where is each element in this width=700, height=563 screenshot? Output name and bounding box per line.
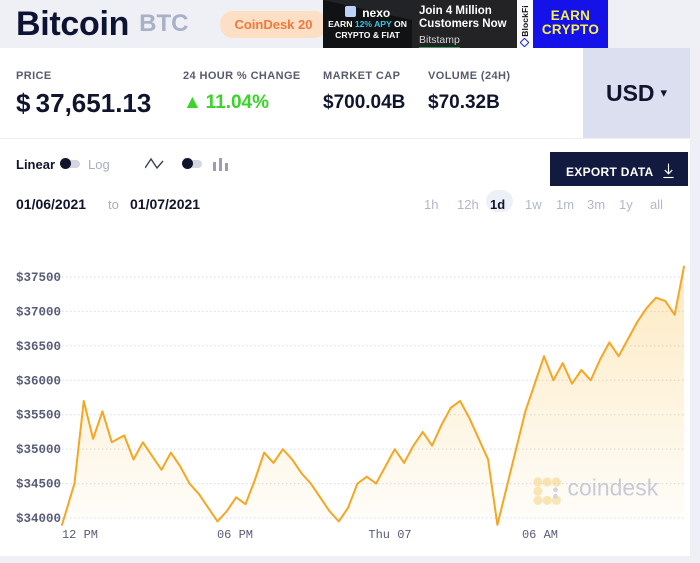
svg-text:$37500: $37500	[16, 271, 61, 285]
svg-text:Thu 07: Thu 07	[368, 528, 411, 542]
svg-text:$36000: $36000	[16, 374, 61, 388]
svg-text:$34500: $34500	[16, 478, 61, 492]
svg-text:06 AM: 06 AM	[522, 528, 558, 542]
svg-text:coindesk: coindesk	[567, 475, 658, 501]
svg-text:$37000: $37000	[16, 305, 61, 319]
svg-text:$35000: $35000	[16, 443, 61, 457]
svg-text:06 PM: 06 PM	[217, 528, 253, 542]
svg-text:$36500: $36500	[16, 340, 61, 354]
svg-text:12 PM: 12 PM	[62, 528, 98, 542]
svg-text:$35500: $35500	[16, 409, 61, 423]
svg-text:$34000: $34000	[16, 512, 61, 526]
